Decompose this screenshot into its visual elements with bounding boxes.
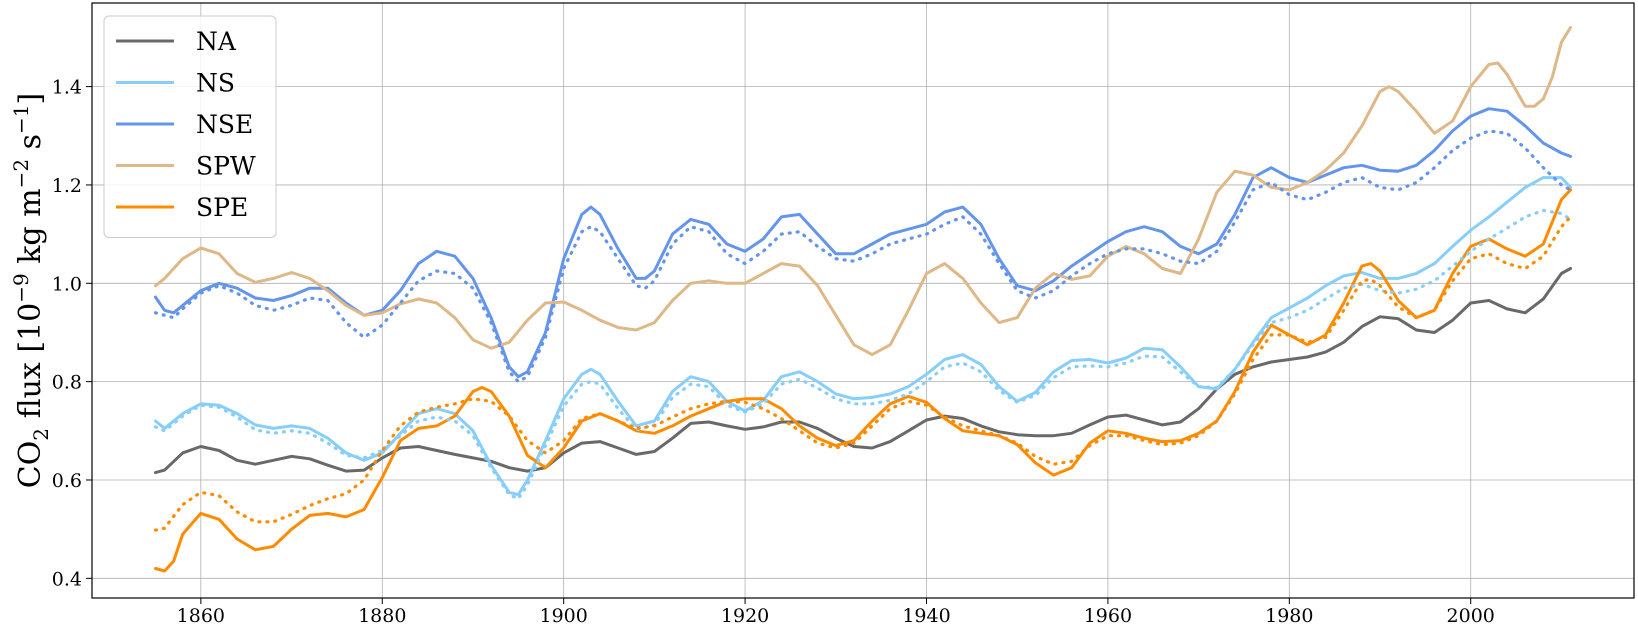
axis-ticks: 1860 1880 1900 1920 1940 1960 1980 2000 0.4 0.6 0.…: [52, 77, 1495, 625]
series-line-nse: [154, 107, 1572, 379]
y-tick-label: 1.2: [52, 175, 82, 197]
legend-label-na: NA: [196, 27, 237, 56]
y-tick-label: 1.0: [52, 273, 82, 295]
series-line-dotted-5: [153, 208, 1573, 501]
x-tick-label: 2000: [1447, 605, 1495, 625]
series-line-dotted-6: [153, 129, 1573, 384]
y-axis-label: CO2 flux [10−9 kg m−2 s−1]: [9, 93, 53, 489]
series-line-na: [154, 267, 1572, 475]
legend: NA NS NSE SPW SPE: [103, 15, 277, 238]
legend-label-nse: NSE: [196, 110, 253, 139]
x-tick-label: 1880: [358, 605, 406, 625]
y-tick-label: 0.6: [52, 470, 82, 492]
legend-label-ns: NS: [196, 69, 235, 98]
series-line-spw: [154, 26, 1572, 357]
x-tick-label: 1900: [539, 605, 587, 625]
x-tick-label: 1980: [1265, 605, 1313, 625]
x-tick-label: 1860: [177, 605, 225, 625]
plot-frame: [91, 2, 1635, 599]
x-tick-label: 1960: [1084, 605, 1132, 625]
series-lines: [153, 26, 1573, 573]
y-tick-label: 1.4: [52, 77, 82, 99]
legend-label-spe: SPE: [196, 193, 248, 222]
legend-label-spw: SPW: [196, 152, 256, 181]
y-tick-label: 0.4: [52, 568, 82, 590]
x-tick-label: 1940: [902, 605, 950, 625]
series-line-dotted-7: [153, 215, 1573, 532]
y-tick-label: 0.8: [52, 372, 82, 394]
series-line-spe: [154, 188, 1572, 573]
legend-box: [103, 15, 277, 238]
grid-lines: [92, 3, 1634, 598]
x-tick-label: 1920: [721, 605, 769, 625]
